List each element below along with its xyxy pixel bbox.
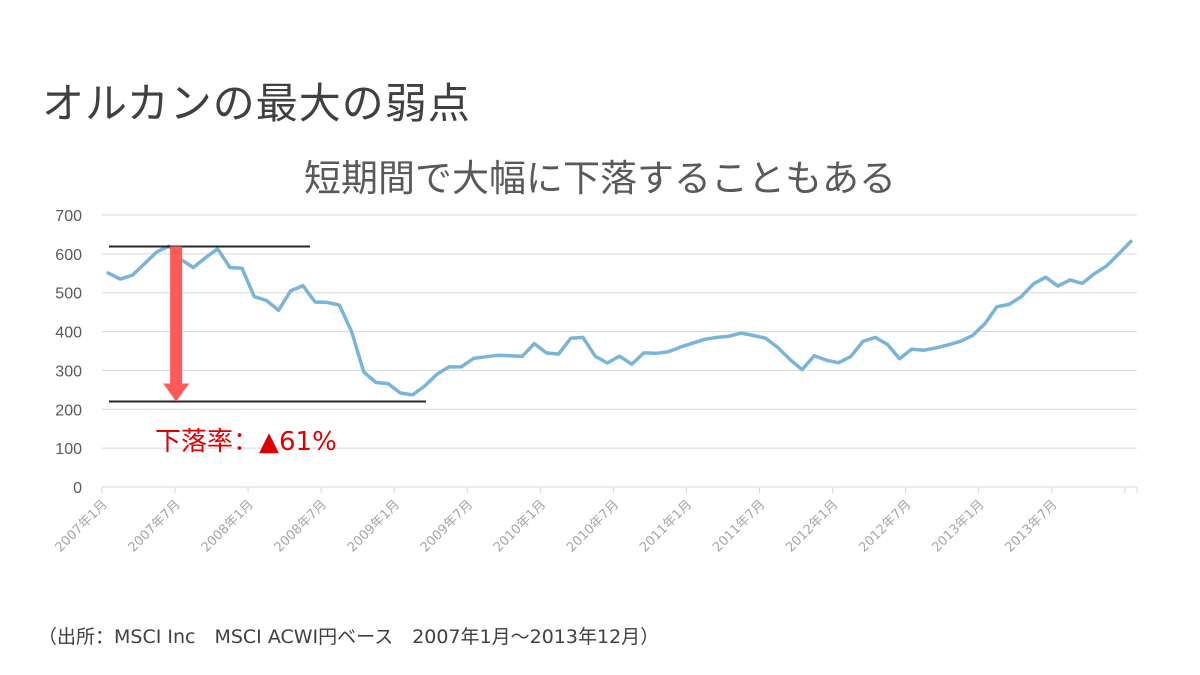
y-tick-label: 400 bbox=[55, 325, 82, 342]
x-tick-label: 2009年7月 bbox=[418, 497, 476, 555]
y-tick-label: 0 bbox=[73, 480, 82, 497]
source-note: （出所：MSCI Inc MSCI ACWI円ベース 2007年1月～2013年… bbox=[38, 626, 660, 648]
y-tick-label: 100 bbox=[55, 441, 82, 458]
x-tick-label: 2011年1月 bbox=[637, 497, 695, 555]
drawdown-annotation: 下落率：▲61% bbox=[109, 245, 426, 457]
drawdown-label: 下落率：▲61% bbox=[155, 427, 337, 457]
chart-title: 短期間で大幅に下落することもある bbox=[304, 157, 896, 200]
x-tick-label: 2008年1月 bbox=[199, 497, 257, 555]
series-line bbox=[106, 239, 1133, 397]
x-tick-label: 2009年1月 bbox=[345, 497, 403, 555]
series bbox=[106, 239, 1133, 397]
x-tick-labels: 2007年1月 2007年7月 2008年1月 2008年7月 2009年1月 2009年… bbox=[53, 497, 1061, 555]
x-axis bbox=[101, 486, 1138, 493]
x-tick-label: 2010年1月 bbox=[491, 497, 549, 555]
arrow-head bbox=[163, 383, 190, 402]
x-tick-label: 2012年1月 bbox=[783, 497, 841, 555]
y-tick-label: 600 bbox=[55, 247, 82, 264]
x-tick-label: 2008年7月 bbox=[272, 497, 330, 555]
y-tick-label: 700 bbox=[55, 208, 82, 225]
y-tick-label: 300 bbox=[55, 363, 82, 380]
x-tick-label: 2013年1月 bbox=[929, 497, 987, 555]
x-tick-label: 2013年7月 bbox=[1002, 497, 1060, 555]
x-tick-label: 2007年1月 bbox=[53, 497, 111, 555]
gridlines bbox=[102, 214, 1137, 449]
x-tick-label: 2012年7月 bbox=[856, 497, 914, 555]
y-tick-label: 200 bbox=[55, 402, 82, 419]
x-tick-label: 2011年7月 bbox=[710, 497, 768, 555]
y-tick-label: 500 bbox=[55, 286, 82, 303]
arrow-shaft bbox=[170, 246, 183, 385]
x-tick-label: 2010年7月 bbox=[564, 497, 622, 555]
y-tick-labels: 0 100 200 300 400 500 600 700 bbox=[55, 208, 82, 497]
slide-title: オルカンの最大の弱点 bbox=[42, 79, 471, 128]
x-tick-label: 2007年7月 bbox=[126, 497, 184, 555]
